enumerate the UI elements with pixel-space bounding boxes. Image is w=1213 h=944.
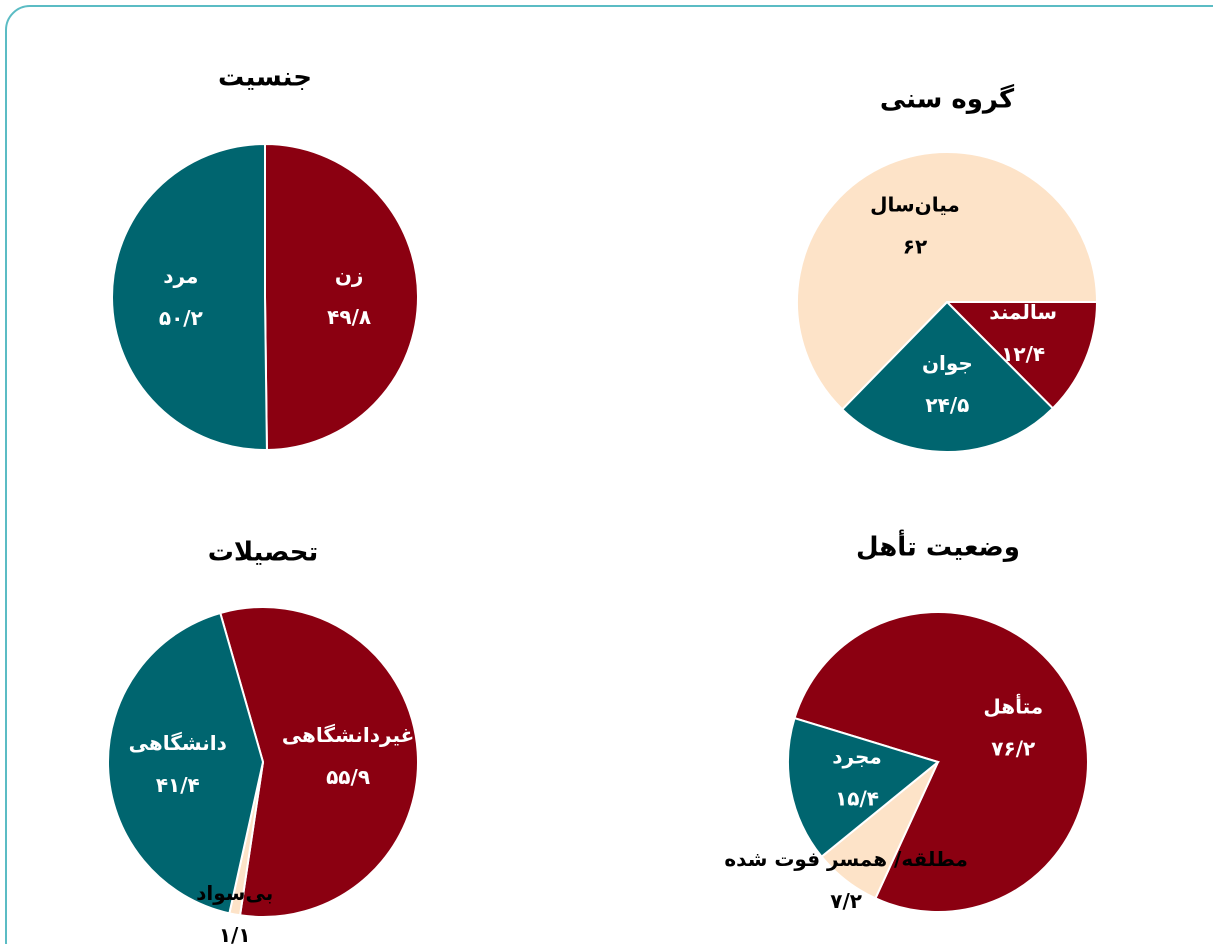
slice-value: ۲۴/۵ [925, 393, 969, 417]
slice-label: جوان [922, 351, 973, 375]
slice-value: ۷۶/۲ [991, 737, 1035, 761]
chart-title: تحصیلات [208, 538, 319, 568]
pie-slice [111, 142, 268, 451]
slice-label: غیردانشگاهی [282, 723, 415, 747]
pie-slice [840, 300, 1055, 453]
slice-value: ۱/۱ [219, 923, 251, 944]
chart-title: جنسیت [218, 63, 312, 93]
slice-label: مرد [163, 264, 198, 288]
pie-slice [793, 611, 1089, 913]
slice-value: ۶۲ [903, 234, 927, 258]
slice-value: ۷/۲ [830, 889, 862, 913]
chart-title: گروه سنی [880, 84, 1015, 115]
slice-value: ۵۵/۹ [326, 765, 370, 789]
slice-label: دانشگاهی [129, 731, 227, 755]
slice-label: مطلقه/ همسر فوت شده [724, 847, 968, 871]
slice-value: ۴۹/۸ [327, 305, 371, 329]
pie-slice [264, 142, 419, 452]
slice-value: ۱۵/۴ [835, 786, 879, 810]
pie-slice [787, 716, 941, 859]
slice-value: ۱۲/۴ [1001, 342, 1045, 366]
chart-title: وضعیت تأهل [856, 530, 1020, 563]
slice-label: مجرد [832, 744, 882, 768]
slice-value: ۴۱/۴ [156, 773, 200, 797]
slice-value: ۵۰/۲ [159, 306, 203, 330]
slice-label: میان‌سال [870, 192, 960, 216]
slice-label: متأهل [983, 693, 1043, 719]
pie-slice [944, 301, 1099, 410]
pie-slice [107, 611, 265, 915]
slice-label: زن [335, 263, 364, 287]
pie-slice [219, 606, 419, 918]
slice-label: بی‌سواد [196, 881, 273, 905]
pie-slice [796, 151, 1099, 411]
slice-label: سالمند [989, 300, 1057, 324]
